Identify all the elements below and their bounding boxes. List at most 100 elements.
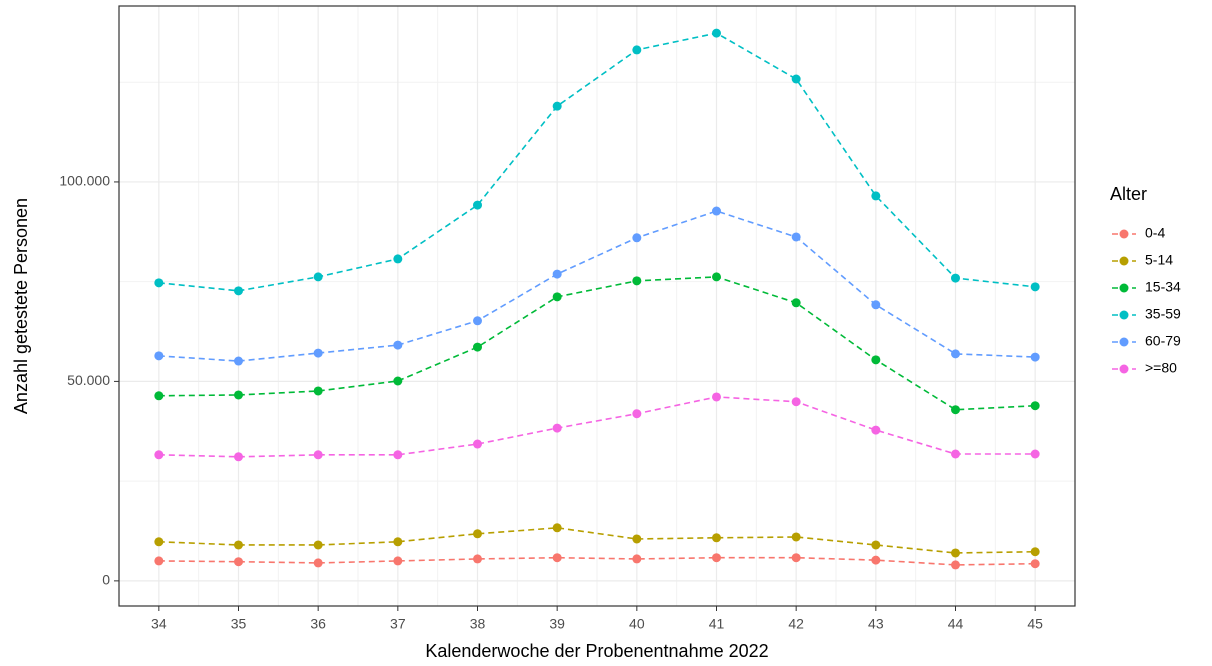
x-tick-label: 39 (549, 616, 565, 632)
data-point (234, 452, 243, 462)
data-point (951, 548, 960, 558)
data-point (473, 200, 482, 210)
series-line (158, 276, 1036, 411)
legend-key-point (1119, 283, 1129, 293)
data-point (552, 269, 562, 279)
legend-label: 35-59 (1145, 306, 1181, 322)
data-point (313, 450, 323, 460)
data-point (393, 340, 403, 350)
data-point (1030, 559, 1040, 569)
series-line (158, 556, 1036, 566)
data-point (473, 439, 482, 449)
legend-title: Alter (1110, 184, 1147, 204)
x-tick-label: 43 (868, 616, 884, 632)
legend-label: 60-79 (1145, 333, 1181, 349)
data-point (951, 273, 960, 283)
data-point (712, 28, 721, 38)
data-point (791, 232, 801, 242)
legend-label: 5-14 (1145, 252, 1173, 268)
data-point (552, 423, 562, 433)
data-point (712, 533, 721, 543)
data-point (234, 286, 243, 296)
data-point (712, 272, 721, 282)
data-point (712, 392, 721, 402)
data-point (313, 272, 323, 282)
data-point (473, 554, 482, 564)
data-point (1030, 401, 1040, 411)
legend-key-point (1119, 229, 1129, 239)
x-tick-label: 34 (151, 616, 167, 632)
data-point (632, 45, 642, 55)
data-point (473, 529, 482, 539)
data-point (951, 349, 960, 359)
y-tick-label: 100.000 (59, 173, 110, 189)
series-line (158, 396, 1036, 458)
legend-key-point (1119, 364, 1129, 374)
data-point (632, 554, 642, 564)
data-point (951, 560, 960, 570)
series-line (158, 527, 1036, 554)
data-point (154, 537, 164, 547)
data-point (871, 555, 881, 565)
x-tick-label: 44 (948, 616, 964, 632)
data-point (871, 191, 881, 201)
data-point (871, 355, 881, 365)
x-axis-title: Kalenderwoche der Probenentnahme 2022 (425, 641, 768, 661)
x-tick-label: 40 (629, 616, 645, 632)
legend-key-point (1119, 256, 1129, 266)
data-point (393, 537, 403, 547)
x-tick-label: 45 (1027, 616, 1043, 632)
data-point (1030, 449, 1040, 459)
data-point (1030, 352, 1040, 362)
legend-label: 15-34 (1145, 279, 1181, 295)
data-point (871, 300, 881, 310)
data-point (313, 348, 323, 358)
data-point (791, 532, 801, 542)
data-point (791, 298, 801, 308)
x-tick-label: 41 (709, 616, 725, 632)
data-point (951, 449, 960, 459)
data-point (871, 540, 881, 550)
legend-label: >=80 (1145, 360, 1177, 376)
data-point (552, 523, 562, 533)
data-point (552, 292, 562, 302)
data-point (552, 101, 562, 111)
data-point (712, 553, 721, 563)
data-point (473, 316, 482, 326)
y-axis-title: Anzahl getestete Personen (11, 198, 31, 414)
legend-key-point (1119, 337, 1129, 347)
data-point (154, 278, 164, 288)
data-point (313, 558, 323, 568)
data-point (154, 391, 164, 401)
data-point (154, 351, 164, 361)
data-point (313, 386, 323, 396)
data-point (632, 409, 642, 419)
data-point (1030, 282, 1040, 292)
data-point (632, 276, 642, 286)
data-point (1030, 547, 1040, 557)
x-tick-label: 42 (788, 616, 804, 632)
data-point (393, 556, 403, 566)
legend-key-point (1119, 310, 1129, 320)
y-tick-label: 0 (102, 572, 110, 588)
y-tick-label: 50.000 (67, 372, 110, 388)
data-point (871, 425, 881, 435)
x-tick-label: 36 (310, 616, 326, 632)
data-point (951, 405, 960, 415)
series-line (158, 32, 1036, 292)
data-point (393, 254, 403, 264)
legend-label: 0-4 (1145, 225, 1165, 241)
data-point (632, 233, 642, 243)
data-point (473, 342, 482, 352)
data-point (632, 534, 642, 544)
data-point (393, 450, 403, 460)
x-tick-label: 38 (470, 616, 486, 632)
data-point (154, 556, 164, 566)
data-point (154, 450, 164, 460)
series-line (158, 210, 1036, 362)
data-point (234, 557, 243, 567)
plot-border (118, 5, 1076, 607)
data-point (552, 553, 562, 563)
x-tick-label: 37 (390, 616, 406, 632)
